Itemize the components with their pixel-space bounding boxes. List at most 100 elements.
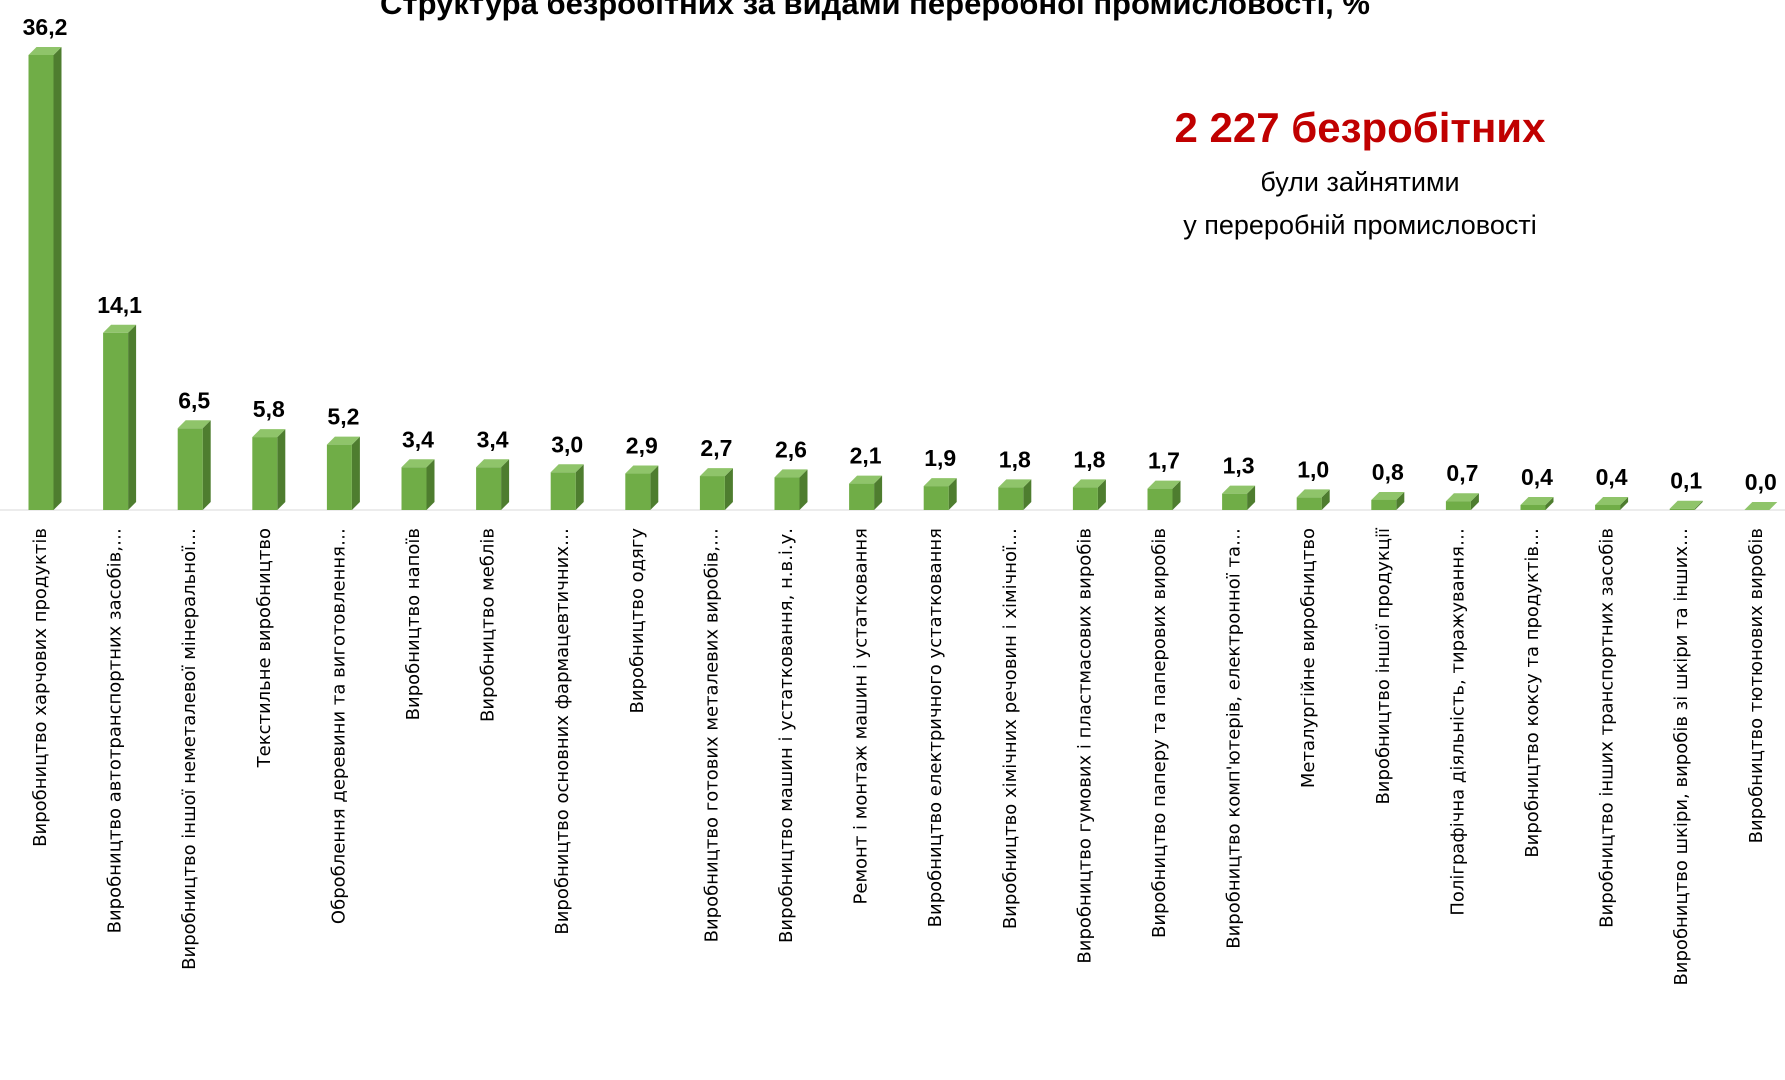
bar-top [1371, 491, 1405, 500]
bar-side [799, 469, 808, 510]
bar-side [128, 324, 137, 510]
bar [1595, 504, 1621, 510]
bar-top [1445, 493, 1479, 502]
bar [401, 467, 427, 510]
bar-side [575, 464, 584, 510]
value-label: 1,7 [1148, 448, 1180, 474]
bar-side [351, 436, 360, 510]
bar [849, 483, 875, 510]
bar-top [774, 469, 808, 478]
bar-top [923, 478, 957, 487]
bar-side [874, 475, 883, 510]
bar-top [476, 459, 510, 468]
value-label: 1,8 [999, 446, 1031, 472]
value-label: 14,1 [97, 292, 142, 318]
bar-side [277, 429, 286, 510]
bar-side [1545, 496, 1554, 510]
value-label: 2,7 [700, 435, 732, 461]
x-tick-label: Виробництво електричного устатковання [925, 528, 946, 927]
bar-side [1023, 479, 1032, 510]
x-tick-label: Виробництво іншої продукції [1373, 527, 1394, 805]
bar [476, 467, 502, 510]
bar [625, 473, 651, 510]
bar-top [1147, 480, 1181, 489]
bar [998, 487, 1024, 510]
x-tick-label: Виробництво машин і устатковання, н.в.і.… [776, 528, 797, 943]
bar-top [1744, 502, 1778, 510]
x-tick-label: Виробництво іншої неметалевої мінерально… [179, 528, 200, 970]
bar [1222, 493, 1248, 510]
bar [1072, 487, 1098, 510]
bar-top [177, 420, 211, 429]
bar-top [1669, 500, 1703, 509]
bar-top [326, 436, 360, 445]
bar-side [1694, 500, 1703, 510]
x-tick-label: Виробництво шкіри, виробів зі шкіри та і… [1671, 528, 1692, 986]
value-label: 2,9 [626, 433, 658, 459]
value-label: 1,9 [924, 445, 956, 471]
value-label: 36,2 [23, 14, 68, 40]
x-tick-label: Виробництво паперу та паперових виробів [1149, 528, 1170, 938]
x-tick-label: Виробництво одягу [627, 528, 648, 714]
bar-top [699, 468, 733, 477]
bar [103, 332, 129, 510]
bar-side [1321, 489, 1330, 510]
x-tick-label: Оброблення деревини та виготовлення… [328, 528, 349, 924]
bar-side [724, 468, 733, 510]
x-tick-label: Ремонт і монтаж машин і устатковання [851, 528, 872, 904]
bar [252, 437, 278, 510]
bar-side [1396, 491, 1405, 510]
bar [1520, 504, 1546, 510]
value-label: 3,0 [551, 431, 583, 457]
bar-side [1470, 493, 1479, 510]
x-tick-label: Виробництво готових металевих виробів,… [701, 528, 722, 942]
bar [177, 428, 203, 510]
bar-top [550, 464, 584, 473]
value-label: 6,5 [178, 387, 210, 413]
x-tick-label: Виробництво автотранспортних засобів,… [105, 528, 126, 933]
x-tick-label: Виробництво напоїв [403, 528, 424, 720]
x-tick-label: Виробництво гумових і пластмасових вироб… [1074, 528, 1095, 964]
value-label: 0,0 [1745, 469, 1777, 495]
annotation-line: у переробній промисловості [1183, 210, 1536, 240]
value-label: 0,4 [1596, 464, 1628, 490]
bar-side [1247, 485, 1256, 510]
bar-top [849, 475, 883, 484]
bar [774, 477, 800, 510]
bar [1371, 499, 1397, 510]
bar-side [426, 459, 435, 510]
x-tick-label: Текстильне виробництво [254, 528, 275, 768]
x-tick-label: Виробництво хімічних речовин і хімічної… [1000, 528, 1021, 929]
bar [1147, 488, 1173, 510]
x-tick-label: Виробництво тютюнових виробів [1746, 528, 1767, 843]
x-tick-label: Поліграфічна діяльність, тиражування… [1447, 528, 1468, 916]
value-label: 1,0 [1297, 456, 1329, 482]
value-label: 0,1 [1670, 468, 1702, 494]
bar-side [501, 459, 510, 510]
bar-side [1097, 479, 1106, 510]
value-label: 0,4 [1521, 464, 1553, 490]
bar-top [1296, 489, 1330, 498]
bar-side [650, 465, 659, 510]
bar [550, 472, 576, 510]
bar-side [1620, 496, 1629, 510]
value-label: 0,7 [1446, 460, 1478, 486]
bar-side [948, 478, 957, 510]
x-tick-label: Виробництво харчових продуктів [30, 528, 51, 847]
value-label: 2,6 [775, 436, 807, 462]
bar-top [103, 324, 137, 333]
value-label: 3,4 [402, 426, 434, 452]
annotation-headline: 2 227 безробітних [1175, 104, 1547, 151]
x-tick-label: Виробництво основних фармацевтичних… [552, 528, 573, 935]
value-label: 1,3 [1223, 453, 1255, 479]
bar [923, 486, 949, 510]
bar-side [53, 47, 62, 510]
bar-top [1222, 485, 1256, 494]
x-tick-label: Виробництво комп'ютерів, електронної та… [1224, 528, 1245, 949]
x-tick-label: Виробництво інших транспортних засобів [1597, 528, 1618, 928]
bar-top [401, 459, 435, 468]
bar-top [1072, 479, 1106, 488]
bar [326, 444, 352, 510]
